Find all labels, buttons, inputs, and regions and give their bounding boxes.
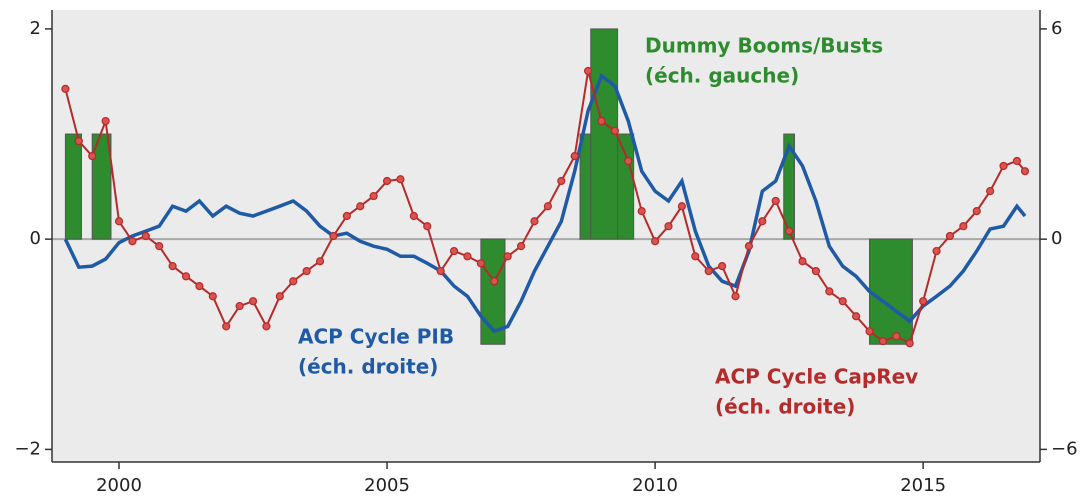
y-tick-label: 2 (30, 18, 41, 39)
point (530, 217, 539, 226)
point (945, 231, 955, 241)
point (986, 187, 995, 196)
annotation: (éch. droite) (298, 355, 438, 379)
annotation: (éch. droite) (715, 395, 855, 419)
bar (617, 133, 635, 240)
point (610, 126, 619, 135)
annotation: (éch. gauche) (645, 64, 799, 88)
point (423, 222, 432, 231)
point (583, 66, 593, 76)
point (798, 257, 807, 266)
point (919, 297, 928, 306)
x-tick-label: 2010 (632, 475, 678, 496)
point (208, 292, 217, 301)
point (275, 292, 284, 301)
y-tick-label: 0 (30, 228, 41, 249)
point (262, 322, 271, 331)
point (677, 202, 686, 211)
point (61, 84, 70, 93)
point (557, 176, 566, 186)
point (302, 266, 311, 276)
point (704, 266, 713, 276)
annotation: ACP Cycle PIB (298, 325, 454, 349)
point (650, 237, 660, 246)
bar (869, 238, 913, 345)
point (476, 259, 485, 268)
point (785, 226, 794, 236)
point (731, 292, 740, 301)
point (543, 202, 552, 211)
point (168, 262, 177, 271)
point (570, 152, 579, 161)
x-tick-label: 2015 (900, 475, 946, 496)
annotation: Dummy Booms/Busts (645, 34, 883, 58)
point (369, 191, 378, 201)
point (852, 312, 861, 321)
point (597, 116, 606, 126)
point (664, 222, 673, 231)
point (999, 161, 1008, 171)
point (356, 202, 365, 211)
point (691, 252, 700, 261)
bar (64, 133, 82, 240)
point (382, 176, 392, 186)
point (865, 327, 874, 336)
point (329, 231, 338, 241)
x-tick-label: 2005 (364, 475, 410, 496)
point (222, 322, 231, 331)
point (235, 301, 244, 311)
plot-background (52, 10, 1040, 462)
annotation: ACP Cycle CapRev (715, 365, 918, 389)
point (932, 246, 941, 256)
point (463, 252, 472, 261)
point (624, 156, 633, 166)
point (811, 266, 821, 276)
y2-tick-label: 6 (1051, 18, 1062, 39)
point (771, 196, 780, 206)
point (396, 175, 405, 184)
point (155, 242, 164, 251)
y2-tick-label: −6 (1051, 438, 1078, 459)
point (838, 297, 847, 306)
point (959, 222, 968, 231)
series-line (63, 73, 1027, 334)
point (892, 332, 901, 341)
point (114, 217, 124, 226)
point (141, 231, 150, 241)
point (342, 211, 351, 221)
point (181, 272, 191, 281)
point (972, 207, 981, 216)
point (516, 242, 526, 251)
y2-tick-label: 0 (1051, 228, 1062, 249)
point (101, 116, 110, 126)
point (758, 217, 767, 226)
point (905, 339, 914, 348)
point (74, 136, 83, 146)
point (436, 266, 445, 276)
point (315, 257, 325, 266)
y-tick-label: −2 (14, 438, 41, 459)
point (878, 337, 888, 346)
x-tick-label: 2000 (96, 475, 142, 496)
bar (783, 133, 795, 240)
bar (480, 238, 506, 345)
point (718, 262, 727, 271)
point (88, 152, 97, 161)
point (449, 246, 459, 256)
point (503, 252, 512, 261)
point (409, 211, 418, 221)
point (825, 287, 834, 296)
point (1012, 156, 1022, 166)
point (490, 277, 499, 286)
point (744, 242, 754, 251)
point (128, 237, 137, 246)
point (195, 282, 204, 291)
point (1020, 167, 1030, 176)
point (289, 277, 298, 286)
point (248, 297, 258, 306)
point (637, 207, 646, 216)
bar (579, 133, 592, 240)
